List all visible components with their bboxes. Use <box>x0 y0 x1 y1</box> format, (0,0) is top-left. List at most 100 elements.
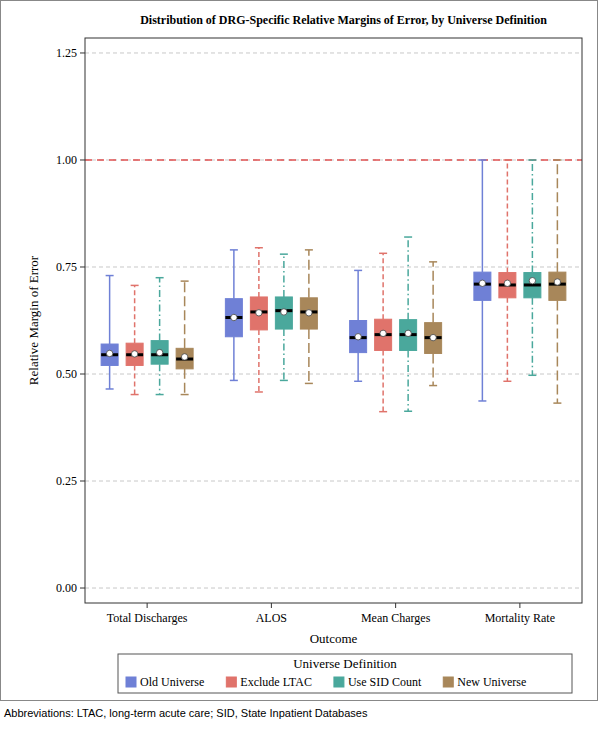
legend-title: Universe Definition <box>293 656 397 671</box>
grid-line <box>85 481 582 482</box>
whisker-lower <box>382 350 384 411</box>
mean-marker <box>554 279 560 285</box>
plot-frame <box>85 38 582 603</box>
whisker-cap-min <box>156 394 164 396</box>
whisker-lower <box>557 300 559 403</box>
y-tick-label: 0.75 <box>56 260 77 274</box>
legend: Universe Definition Old Universe Exclude L… <box>118 654 572 693</box>
whisker-upper <box>532 160 534 273</box>
box <box>250 297 267 330</box>
mean-marker <box>256 310 262 316</box>
whisker-upper <box>432 262 434 323</box>
mean-marker <box>181 354 187 360</box>
legend-swatch <box>334 677 344 687</box>
whisker-cap-max <box>404 236 412 238</box>
mean-marker <box>430 334 436 340</box>
y-tick <box>80 159 85 160</box>
box <box>499 273 516 298</box>
whisker-lower <box>159 364 161 394</box>
box <box>101 344 118 365</box>
whisker-upper <box>109 276 111 344</box>
title: Distribution of DRG-Specific Relative Ma… <box>140 13 547 27</box>
footnote: Abbreviations: LTAC, long-term acute car… <box>4 707 368 719</box>
whisker-upper <box>382 253 384 319</box>
y-tick-label: 0.25 <box>56 474 77 488</box>
whisker-cap-min <box>280 380 288 382</box>
y-tick <box>80 374 85 375</box>
whisker-cap-min <box>528 375 536 377</box>
box <box>375 319 392 350</box>
box <box>474 272 491 300</box>
whisker-cap-min <box>478 400 486 402</box>
y-tick <box>80 481 85 482</box>
whisker-cap-max <box>106 275 114 277</box>
whisker-cap-max <box>280 253 288 255</box>
whisker-cap-max <box>156 277 164 279</box>
whisker-cap-max <box>379 253 387 255</box>
whisker-cap-max <box>255 247 263 249</box>
y-tick-label: 0.50 <box>56 367 77 381</box>
whisker-upper <box>557 160 559 272</box>
marks <box>101 160 566 412</box>
whisker-cap-max <box>553 159 561 161</box>
whisker-upper <box>159 278 161 341</box>
mean-marker <box>529 277 535 283</box>
whisker-lower <box>482 300 484 401</box>
whisker-cap-min <box>181 394 189 396</box>
whisker-cap-min <box>131 394 139 396</box>
box <box>400 320 417 351</box>
whisker-cap-min <box>305 383 313 385</box>
box <box>176 348 193 369</box>
whisker-upper <box>357 270 359 320</box>
whisker-cap-max <box>181 280 189 282</box>
whisker-cap-max <box>429 261 437 263</box>
mean-marker <box>156 349 162 355</box>
legend-label: Exclude LTAC <box>240 675 312 689</box>
whisker-cap-min <box>379 411 387 413</box>
mean-marker <box>479 280 485 286</box>
legend-label: Old Universe <box>140 675 204 689</box>
mean-marker <box>405 330 411 336</box>
whisker-cap-max <box>503 159 511 161</box>
whisker-cap-max <box>354 270 362 272</box>
mean-marker <box>380 330 386 336</box>
x-tick <box>519 603 520 608</box>
y-tick-label: 0.00 <box>56 581 77 595</box>
y-axis-label: Relative Margin of Error <box>26 255 41 385</box>
box <box>524 273 541 298</box>
box <box>225 299 242 337</box>
whisker-lower <box>184 369 186 395</box>
whisker-cap-min <box>404 410 412 412</box>
chart: Distribution of DRG-Specific Relative Ma… <box>0 0 607 733</box>
whisker-lower <box>308 329 310 383</box>
x-tick-label: ALOS <box>256 611 287 625</box>
y-tick <box>80 266 85 267</box>
box <box>126 343 143 365</box>
whisker-lower <box>407 350 409 411</box>
whisker-upper <box>258 248 260 297</box>
mean-marker <box>281 309 287 315</box>
whisker-lower <box>109 365 111 389</box>
whisker-cap-max <box>131 285 139 287</box>
x-tick-label: Mortality Rate <box>485 611 555 625</box>
whisker-upper <box>407 237 409 320</box>
legend-frame <box>118 654 572 693</box>
whisker-cap-min <box>503 381 511 383</box>
whisker-lower <box>432 353 434 385</box>
mean-marker <box>504 280 510 286</box>
legend-swatch <box>226 677 236 687</box>
mean-marker <box>355 334 361 340</box>
box <box>350 321 367 353</box>
whisker-cap-min <box>255 391 263 393</box>
mean-marker <box>231 314 237 320</box>
whisker-cap-min <box>106 388 114 390</box>
mean-marker <box>131 351 137 357</box>
figure-border <box>1 1 598 701</box>
grid-line <box>85 266 582 267</box>
mean-marker <box>306 310 312 316</box>
whisker-upper <box>308 250 310 298</box>
whisker-upper <box>184 281 186 348</box>
legend-label: New Universe <box>457 675 526 689</box>
whisker-cap-min <box>230 380 238 382</box>
whisker-upper <box>233 250 235 299</box>
